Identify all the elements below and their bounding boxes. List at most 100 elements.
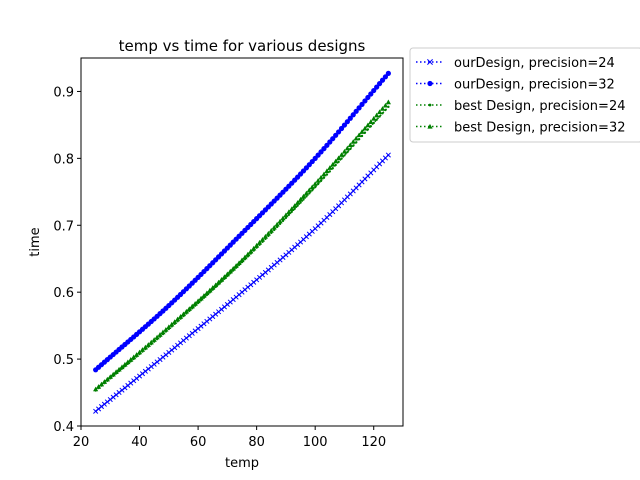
data-point <box>347 115 353 121</box>
data-point <box>365 122 371 128</box>
data-point <box>142 344 148 350</box>
data-point <box>385 152 391 158</box>
data-point <box>334 163 337 167</box>
data-point <box>328 170 332 173</box>
data-point <box>319 179 323 183</box>
data-point <box>305 195 308 198</box>
data-point <box>382 74 389 80</box>
series-line <box>95 101 389 390</box>
series-4 <box>93 99 391 392</box>
data-point <box>385 70 391 76</box>
data-point <box>172 319 178 324</box>
data-point <box>277 218 283 224</box>
data-point <box>356 132 362 138</box>
data-point <box>110 371 116 377</box>
data-point <box>295 200 301 205</box>
data-point <box>385 99 391 105</box>
x-tick-label: 40 <box>131 435 148 450</box>
data-point <box>177 314 184 319</box>
data-point <box>303 190 309 196</box>
data-point <box>101 379 108 384</box>
data-point <box>183 308 189 314</box>
data-point <box>344 119 350 125</box>
legend-label: ourDesign, precision=24 <box>454 56 615 71</box>
data-point <box>347 142 353 148</box>
data-point <box>316 182 320 186</box>
y-tick-label: 0.4 <box>53 420 74 435</box>
data-point <box>338 125 345 132</box>
data-point <box>221 274 228 279</box>
data-point <box>139 347 146 352</box>
data-point <box>352 144 355 147</box>
y-axis-label: time <box>28 227 43 256</box>
data-point <box>154 334 160 340</box>
data-point <box>189 303 195 309</box>
legend-item: ourDesign, precision=32 <box>416 78 615 93</box>
data-point <box>93 386 99 392</box>
data-point <box>166 324 172 330</box>
data-point <box>290 210 293 214</box>
data-point <box>125 359 131 365</box>
data-point <box>315 178 321 183</box>
data-point <box>157 332 163 337</box>
data-point <box>292 203 298 208</box>
y-tick-label: 0.8 <box>53 152 74 167</box>
data-point <box>296 204 299 207</box>
data-point <box>254 242 260 248</box>
data-point <box>218 277 225 282</box>
data-point <box>331 167 334 170</box>
data-point <box>340 157 343 160</box>
data-point <box>230 265 236 271</box>
data-point <box>151 337 157 342</box>
data-point <box>192 301 198 306</box>
data-point <box>299 201 302 204</box>
data-point <box>353 135 359 141</box>
data-point <box>259 236 266 242</box>
data-point <box>104 376 110 382</box>
series-2 <box>93 70 391 373</box>
data-point <box>379 77 386 83</box>
data-point <box>428 103 432 107</box>
legend-item: best Design, precision=24 <box>416 99 625 114</box>
data-point <box>289 206 295 211</box>
legend: ourDesign, precision=24 ourDesign, precis… <box>409 47 640 143</box>
data-point <box>119 364 125 370</box>
x-axis-label: temp <box>225 456 259 471</box>
data-point <box>344 145 350 151</box>
data-point <box>371 87 377 94</box>
data-point <box>363 131 367 134</box>
data-point <box>324 168 330 174</box>
data-point <box>293 207 296 210</box>
data-point <box>368 91 374 97</box>
chart-title: temp vs time for various designs <box>119 37 366 55</box>
data-point <box>376 81 383 87</box>
legend-item: best Design, precision=32 <box>416 121 625 136</box>
data-point <box>204 290 210 296</box>
data-point <box>322 176 326 179</box>
data-point <box>284 216 288 220</box>
data-point <box>160 329 166 335</box>
data-point <box>374 84 380 90</box>
data-point <box>376 109 383 115</box>
data-point <box>312 181 318 186</box>
data-point <box>131 354 137 360</box>
data-point <box>350 112 356 118</box>
data-point <box>427 59 433 65</box>
data-point <box>330 136 336 142</box>
data-point <box>186 306 192 311</box>
data-point <box>256 239 263 245</box>
data-point <box>346 150 349 154</box>
data-point <box>357 138 361 141</box>
data-point <box>233 263 239 268</box>
data-point <box>145 342 151 347</box>
data-point <box>349 147 352 151</box>
data-point <box>309 184 315 190</box>
data-point <box>148 339 154 345</box>
y-axis: 0.4 0.5 0.6 0.7 0.8 0.9 <box>53 85 81 435</box>
legend-box <box>409 47 640 143</box>
data-point <box>297 196 304 202</box>
data-point <box>265 230 271 236</box>
data-point <box>343 154 346 157</box>
data-point <box>163 326 169 332</box>
